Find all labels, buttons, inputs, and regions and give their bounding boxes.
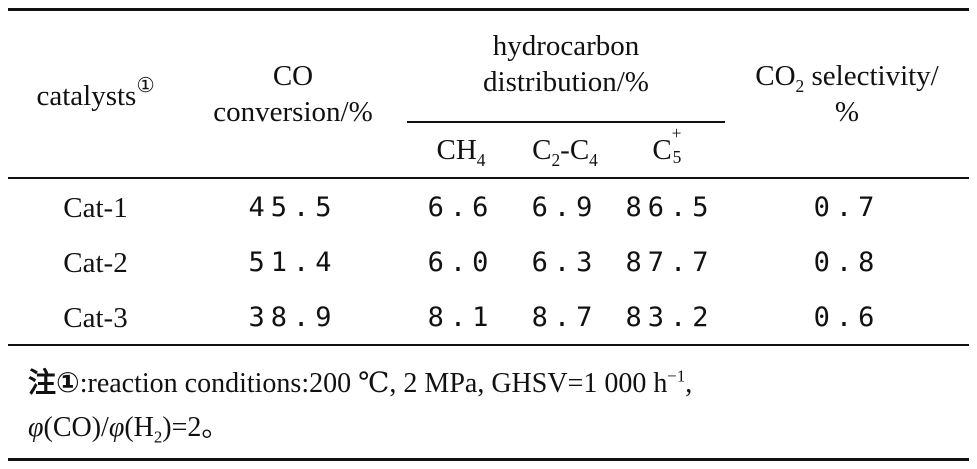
- header-co-line2: conversion/%: [213, 96, 373, 128]
- header-sub-c5-main: C: [652, 134, 672, 166]
- cell-c2c4: 8.7: [531, 302, 599, 333]
- cell-co-conversion: 45.5: [248, 192, 338, 223]
- cell-catalyst: Cat-2: [63, 247, 128, 279]
- cell-c2c4: 6.3: [531, 247, 599, 278]
- table-note-line1: 注①:reaction conditions:200 ℃, 2 MPa, GHS…: [28, 363, 692, 404]
- note-line2-c: )=2。: [162, 412, 230, 443]
- header-sub-c2c4-b-sub: 4: [589, 149, 598, 170]
- header-sub-ch4: CH4: [402, 132, 520, 168]
- note-line1-text: :reaction conditions:200 ℃, 2 MPa, GHSV=…: [79, 368, 668, 399]
- header-sub-c2c4-dash: -C: [560, 134, 590, 166]
- note-line1-end: ,: [685, 368, 693, 399]
- header-bottom-rule: [8, 177, 969, 179]
- cell-c5: 87.7: [625, 247, 715, 278]
- body-bottom-rule: [8, 344, 969, 346]
- cell-co2: 0.8: [813, 247, 881, 278]
- header-co2-sub: 2: [795, 75, 805, 96]
- note-phi-2: φ: [108, 412, 125, 443]
- header-co2-selectivity: CO2 selectivity/ %: [725, 58, 969, 130]
- cell-catalyst: Cat-1: [63, 192, 128, 224]
- header-hydro-line1: hydrocarbon: [492, 30, 640, 62]
- header-co2-line1: CO2 selectivity/: [725, 58, 969, 94]
- header-sub-ch4-main: CH: [436, 134, 477, 166]
- header-co2-line2: %: [834, 96, 860, 128]
- note-line1-sup: −1: [667, 366, 686, 386]
- header-hydrocarbon: hydrocarbon distribution/%: [407, 28, 725, 100]
- cell-c5: 86.5: [625, 192, 715, 223]
- header-sub-c2c4: C2-C4: [515, 132, 615, 168]
- cell-ch4: 6.0: [427, 247, 495, 278]
- header-sub-c5: C +5: [652, 123, 682, 167]
- table-note-line2: φ(CO)/φ(H2)=2。: [28, 408, 229, 448]
- header-co-line1: CO: [272, 60, 314, 92]
- table-bottom-rule: [8, 458, 969, 461]
- header-catalysts-label: catalysts: [36, 80, 137, 112]
- cell-co-conversion: 51.4: [248, 247, 338, 278]
- cell-co2: 0.7: [813, 192, 881, 223]
- note-line2-a: (CO)/: [43, 412, 109, 443]
- cell-co-conversion: 38.9: [248, 302, 338, 333]
- header-sub-c2c4-a-sub: 2: [551, 149, 561, 170]
- table-top-rule: [8, 8, 969, 11]
- header-hydro-line2: distribution/%: [483, 66, 649, 98]
- header-catalysts: catalysts①: [8, 75, 183, 114]
- note-line2-b: (H: [124, 412, 154, 443]
- cell-c2c4: 6.9: [531, 192, 599, 223]
- cell-co2: 0.6: [813, 302, 881, 333]
- cell-ch4: 8.1: [427, 302, 495, 333]
- header-co2-prefix: CO: [755, 60, 796, 92]
- header-co2-suffix: selectivity/: [804, 60, 939, 92]
- header-sub-ch4-sub: 4: [476, 149, 486, 170]
- header-catalysts-note-mark: ①: [136, 75, 155, 98]
- header-co-conversion: CO conversion/%: [183, 58, 403, 130]
- cell-c5: 83.2: [625, 302, 715, 333]
- note-label: 注①: [28, 366, 80, 399]
- hydrocarbon-subheader-rule: [407, 121, 725, 123]
- header-sub-c2c4-a: C: [532, 134, 552, 166]
- cell-ch4: 6.6: [427, 192, 495, 223]
- cell-catalyst: Cat-3: [63, 302, 128, 334]
- note-line2-b-sub: 2: [153, 427, 163, 447]
- note-phi-1: φ: [28, 412, 44, 443]
